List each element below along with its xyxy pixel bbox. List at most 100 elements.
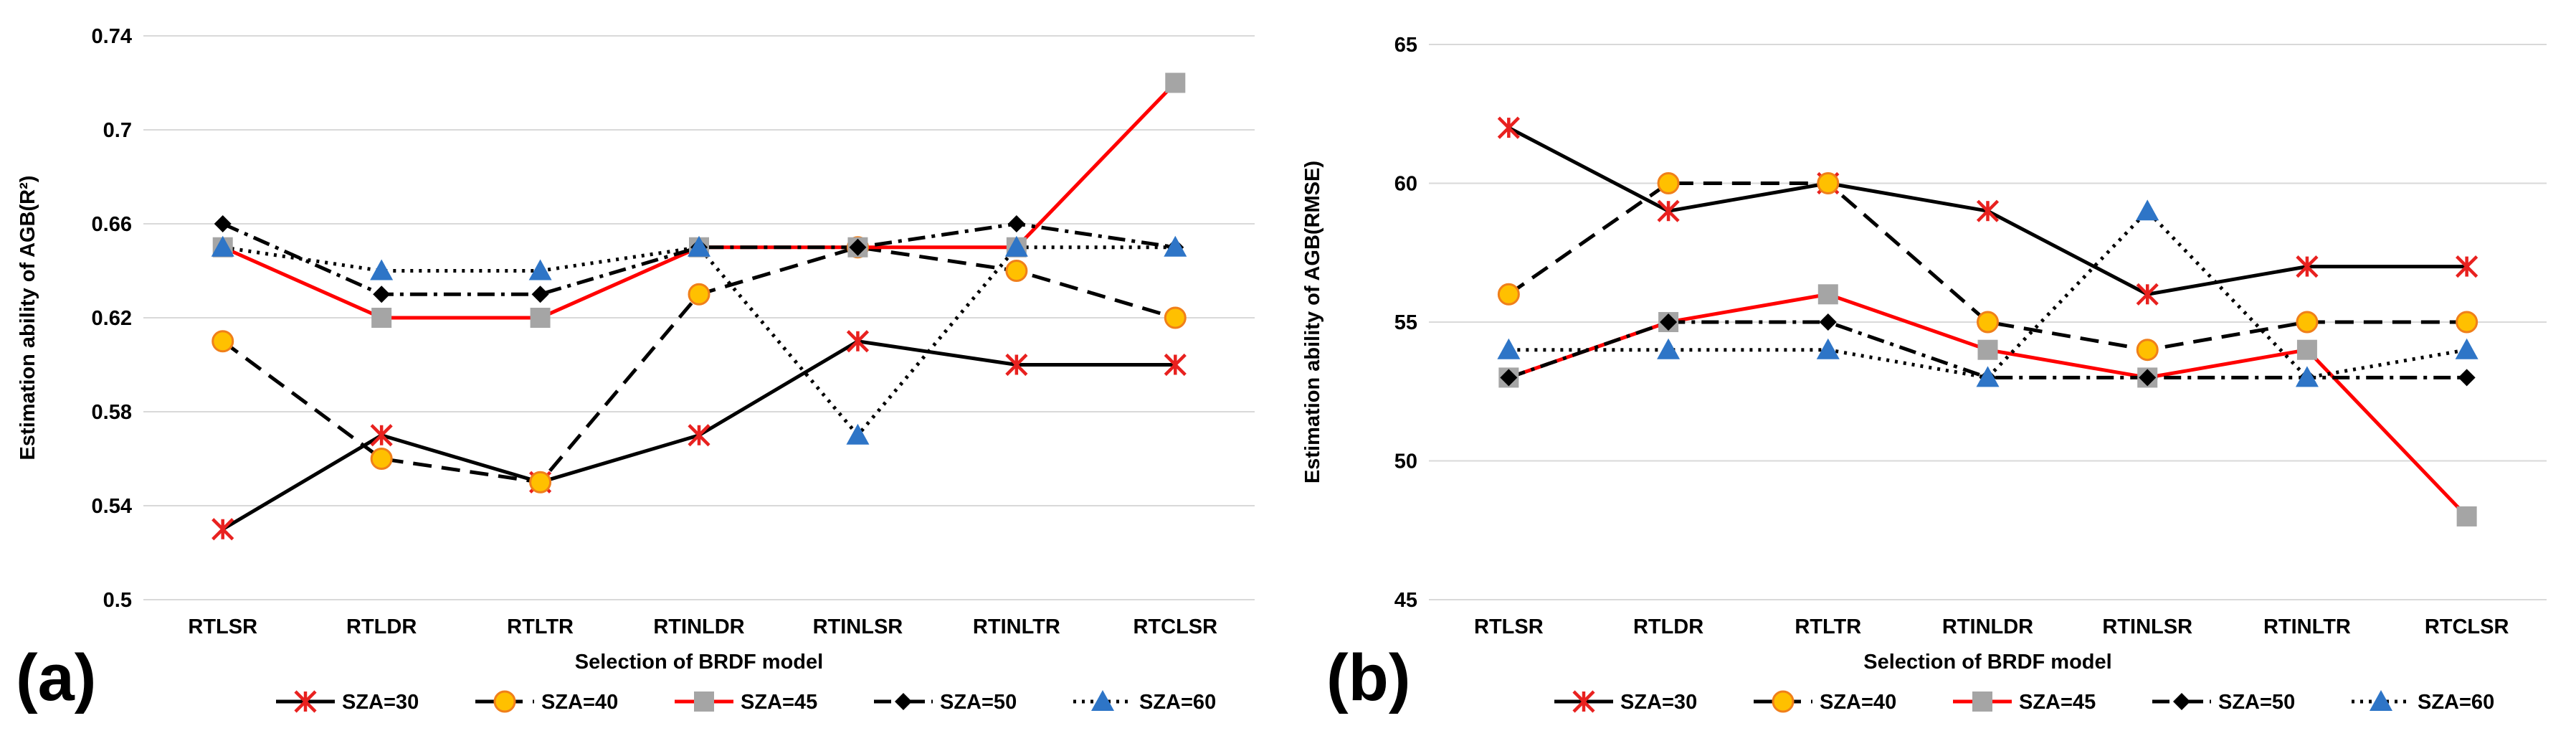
x-tick-label: RTCLSR xyxy=(1133,615,1217,638)
legend-label: SZA=30 xyxy=(1620,691,1697,714)
x-tick-label: RTLTR xyxy=(507,615,574,638)
x-tick-label: RTLSR xyxy=(188,615,257,638)
data-point-sza-40 xyxy=(529,471,552,494)
data-point-sza-60 xyxy=(2136,199,2159,221)
legend-marker xyxy=(2370,690,2392,711)
legend-label: SZA=60 xyxy=(1139,691,1216,714)
x-tick-label: RTCLSR xyxy=(2425,615,2509,638)
data-point-sza-60 xyxy=(1004,235,1028,257)
data-point-sza-60 xyxy=(1657,338,1681,359)
y-tick-label: 65 xyxy=(1394,34,1417,57)
data-point-sza-30 xyxy=(2136,283,2159,306)
data-point-sza-40 xyxy=(1817,172,1840,194)
y-tick-label: 55 xyxy=(1394,311,1417,334)
legend-marker xyxy=(1091,690,1114,711)
legend-label: SZA=50 xyxy=(2218,691,2295,714)
x-tick-label: RTINLTR xyxy=(2263,615,2351,638)
data-point-sza-45 xyxy=(1165,72,1186,93)
data-point-sza-30 xyxy=(212,518,234,541)
data-point-sza-40 xyxy=(2136,339,2159,362)
y-tick-label: 0.5 xyxy=(103,589,132,612)
data-point-sza-60 xyxy=(370,259,394,280)
panel-label: (b) xyxy=(1326,641,1410,714)
data-point-sza-30 xyxy=(1976,199,2000,222)
data-point-sza-40 xyxy=(212,330,234,353)
x-tick-label: RTLSR xyxy=(1474,615,1544,638)
data-point-sza-40 xyxy=(370,448,393,470)
data-point-sza-40 xyxy=(1657,172,1680,194)
legend-marker xyxy=(493,690,516,713)
data-point-sza-60 xyxy=(1816,338,1840,359)
data-point-sza-45 xyxy=(2456,506,2477,527)
legend-marker xyxy=(1572,690,1595,713)
data-point-sza-40 xyxy=(1497,283,1520,306)
y-tick-label: 0.54 xyxy=(92,495,132,518)
data-point-sza-30 xyxy=(1497,116,1520,139)
legend-marker xyxy=(1772,690,1795,713)
data-point-sza-45 xyxy=(1817,284,1838,305)
data-point-sza-60 xyxy=(211,235,234,257)
data-point-sza-60 xyxy=(1497,338,1521,359)
data-point-sza-50 xyxy=(1660,313,1678,331)
y-tick-label: 45 xyxy=(1394,589,1417,612)
data-point-sza-40 xyxy=(1164,306,1187,329)
legend-label: SZA=45 xyxy=(2019,691,2096,714)
data-point-sza-60 xyxy=(528,259,552,280)
legend-marker xyxy=(1972,692,1992,712)
data-point-sza-50 xyxy=(2139,369,2157,387)
data-point-sza-30 xyxy=(846,330,870,353)
legend-label: SZA=40 xyxy=(541,691,618,714)
y-tick-label: 50 xyxy=(1394,450,1417,473)
data-point-sza-40 xyxy=(2456,311,2478,334)
data-point-sza-45 xyxy=(371,308,392,328)
series-line-sza-45 xyxy=(222,81,1177,320)
y-tick-label: 0.7 xyxy=(103,119,132,142)
y-axis-title: Estimation ability of AGB(RMSE) xyxy=(1301,161,1324,483)
data-point-sza-50 xyxy=(849,238,867,256)
data-point-sza-50 xyxy=(1500,369,1518,387)
x-tick-label: RTINLSR xyxy=(2102,615,2192,638)
y-tick-label: 0.74 xyxy=(92,25,132,48)
legend-marker xyxy=(294,690,317,713)
x-tick-label: RTINLDR xyxy=(1942,615,2033,638)
x-tick-label: RTINLSR xyxy=(813,615,903,638)
data-point-sza-30 xyxy=(1164,353,1187,377)
chart-panel-a: 0.5 0.54 0.58 0.62 0.66 0.7 0.74 RTLSR RTLDR RTLT… xyxy=(16,25,1255,714)
data-point-sza-30 xyxy=(1657,199,1680,222)
legend: SZA=30 SZA=40 SZA=45 SZA=50 SZA=60 xyxy=(276,690,1216,714)
data-point-sza-40 xyxy=(1977,311,1999,334)
legend-marker xyxy=(895,693,912,710)
data-point-sza-30 xyxy=(370,424,393,447)
data-point-sza-60 xyxy=(846,423,870,445)
data-point-sza-50 xyxy=(1819,313,1837,331)
data-point-sza-50 xyxy=(531,285,549,303)
data-point-sza-60 xyxy=(688,235,710,257)
x-axis-title: Selection of BRDF model xyxy=(575,651,823,674)
data-point-sza-40 xyxy=(2296,311,2319,334)
legend-label: SZA=60 xyxy=(2418,691,2494,714)
legend-marker xyxy=(2173,693,2190,710)
data-point-sza-45 xyxy=(1977,339,1998,360)
x-tick-label: RTINLDR xyxy=(653,615,744,638)
y-tick-label: 0.58 xyxy=(92,401,132,424)
x-tick-label: RTLDR xyxy=(346,615,417,638)
data-point-sza-50 xyxy=(2458,369,2476,387)
data-point-sza-60 xyxy=(1976,366,2000,387)
data-point-sza-50 xyxy=(1007,215,1025,232)
x-tick-label: RTINLTR xyxy=(973,615,1060,638)
data-point-sza-45 xyxy=(530,308,551,328)
y-tick-label: 0.62 xyxy=(92,307,132,330)
y-tick-label: 60 xyxy=(1394,173,1417,196)
data-point-sza-30 xyxy=(2456,255,2478,278)
data-point-sza-50 xyxy=(373,285,391,303)
legend-marker xyxy=(694,692,714,712)
data-point-sza-60 xyxy=(2455,338,2478,359)
legend-label: SZA=30 xyxy=(342,691,419,714)
legend-label: SZA=40 xyxy=(1820,691,1896,714)
legend-label: SZA=45 xyxy=(741,691,817,714)
data-point-sza-60 xyxy=(2295,366,2319,387)
legend: SZA=30 SZA=40 SZA=45 SZA=50 SZA=60 xyxy=(1554,690,2494,714)
y-tick-label: 0.66 xyxy=(92,213,132,236)
data-point-sza-30 xyxy=(688,424,710,447)
